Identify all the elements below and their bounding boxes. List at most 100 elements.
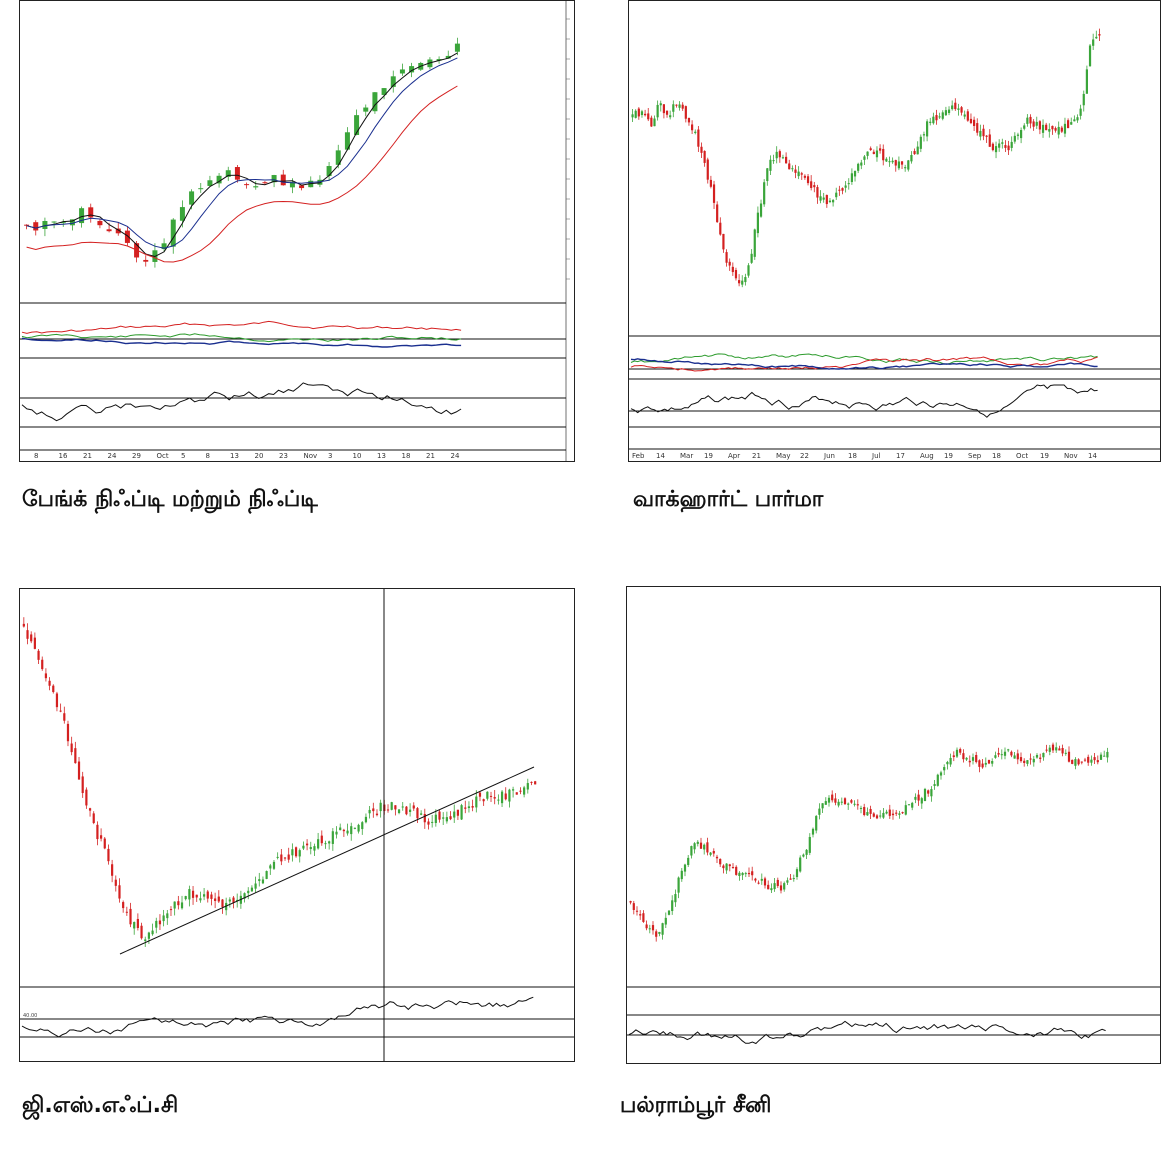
candle [70, 743, 73, 753]
candle [875, 150, 879, 158]
candle [1035, 121, 1038, 126]
candle [927, 790, 930, 794]
candle [802, 854, 805, 857]
candle [1099, 754, 1103, 760]
candle [291, 849, 294, 856]
candle [664, 917, 667, 925]
candle [677, 877, 680, 893]
candle [1103, 755, 1106, 757]
candle [81, 776, 84, 794]
dmi-plus-line [630, 353, 1098, 365]
candle [210, 894, 213, 899]
candle [1003, 751, 1007, 756]
candle [66, 723, 70, 742]
candle [158, 920, 162, 925]
x-axis-tick-label: 21 [83, 452, 92, 460]
candle [1039, 757, 1042, 759]
candle [783, 883, 786, 890]
candle [519, 790, 522, 792]
candle [261, 879, 265, 884]
candle [841, 188, 844, 191]
chart-panel-balrampur: பல்ராம்பூர் சீனி [600, 580, 1173, 1166]
candle [1023, 125, 1026, 129]
candle [634, 110, 637, 118]
candle [911, 802, 914, 808]
candle [821, 803, 824, 809]
candle [687, 857, 690, 865]
x-axis-tick-label: 18 [402, 452, 411, 460]
candle [354, 115, 360, 135]
chart-frame [626, 586, 1161, 1064]
candle [960, 107, 963, 113]
candle [678, 104, 681, 108]
candle [728, 864, 731, 867]
candle [696, 841, 699, 844]
candle [416, 808, 419, 819]
candle [1045, 749, 1048, 751]
candle [111, 864, 114, 876]
candle [202, 894, 206, 897]
candle [442, 817, 445, 819]
candle [981, 763, 984, 768]
candle [637, 108, 640, 117]
x-axis-tick-label: 16 [59, 452, 68, 460]
candle [976, 123, 979, 133]
candle [317, 839, 320, 849]
candle [997, 753, 1000, 755]
x-axis-tick-label: 24 [108, 452, 117, 460]
candle [750, 253, 753, 263]
candle [631, 114, 634, 118]
candle [914, 796, 917, 800]
rsi-line [630, 384, 1098, 418]
candle [725, 863, 728, 871]
candle [930, 789, 933, 797]
candle [674, 894, 677, 903]
candlestick-chart: 8 16 21 24 29 Oct 5 8 13 20 23 Nov 3 10 13 18 21 24 [20, 1, 570, 461]
candle [772, 160, 775, 162]
candle [647, 113, 650, 120]
candle [741, 280, 744, 285]
candle [951, 105, 954, 110]
x-axis-tick-label: 20 [255, 452, 264, 460]
candle [949, 757, 952, 765]
candle [511, 789, 515, 791]
x-axis-tick-label: May [776, 452, 790, 460]
candle [734, 270, 738, 279]
candle [140, 925, 143, 939]
candle [687, 117, 691, 123]
candle [133, 921, 136, 929]
candle [1082, 93, 1085, 106]
candle [667, 910, 671, 915]
candle [792, 878, 795, 880]
candle [1013, 755, 1016, 759]
candle [806, 176, 810, 184]
x-axis-tick-label: 22 [800, 452, 809, 460]
candle [486, 791, 489, 799]
candle [471, 806, 474, 808]
candle [843, 798, 847, 805]
candle [994, 146, 998, 153]
candle [1060, 127, 1063, 132]
candle [684, 106, 687, 119]
candle [493, 797, 496, 799]
candle [526, 783, 529, 790]
candle [936, 774, 939, 786]
candle [161, 243, 167, 250]
candle [1088, 45, 1092, 67]
chart-caption: வாக்ஹார்ட் பார்மா [633, 487, 824, 512]
candle [1001, 142, 1004, 144]
chart-caption: பேங்க் நிஃப்டி மற்றும் நிஃப்டி [22, 487, 318, 512]
candle [1026, 117, 1029, 124]
candle [831, 794, 834, 801]
candle [243, 893, 246, 899]
candle [427, 821, 430, 825]
candle [982, 128, 985, 137]
candle [482, 799, 485, 802]
candle [966, 111, 969, 121]
candle [445, 55, 451, 59]
candle [694, 131, 697, 133]
candle [728, 261, 731, 266]
candle [207, 180, 213, 186]
candle [965, 757, 968, 760]
candle [962, 753, 965, 760]
